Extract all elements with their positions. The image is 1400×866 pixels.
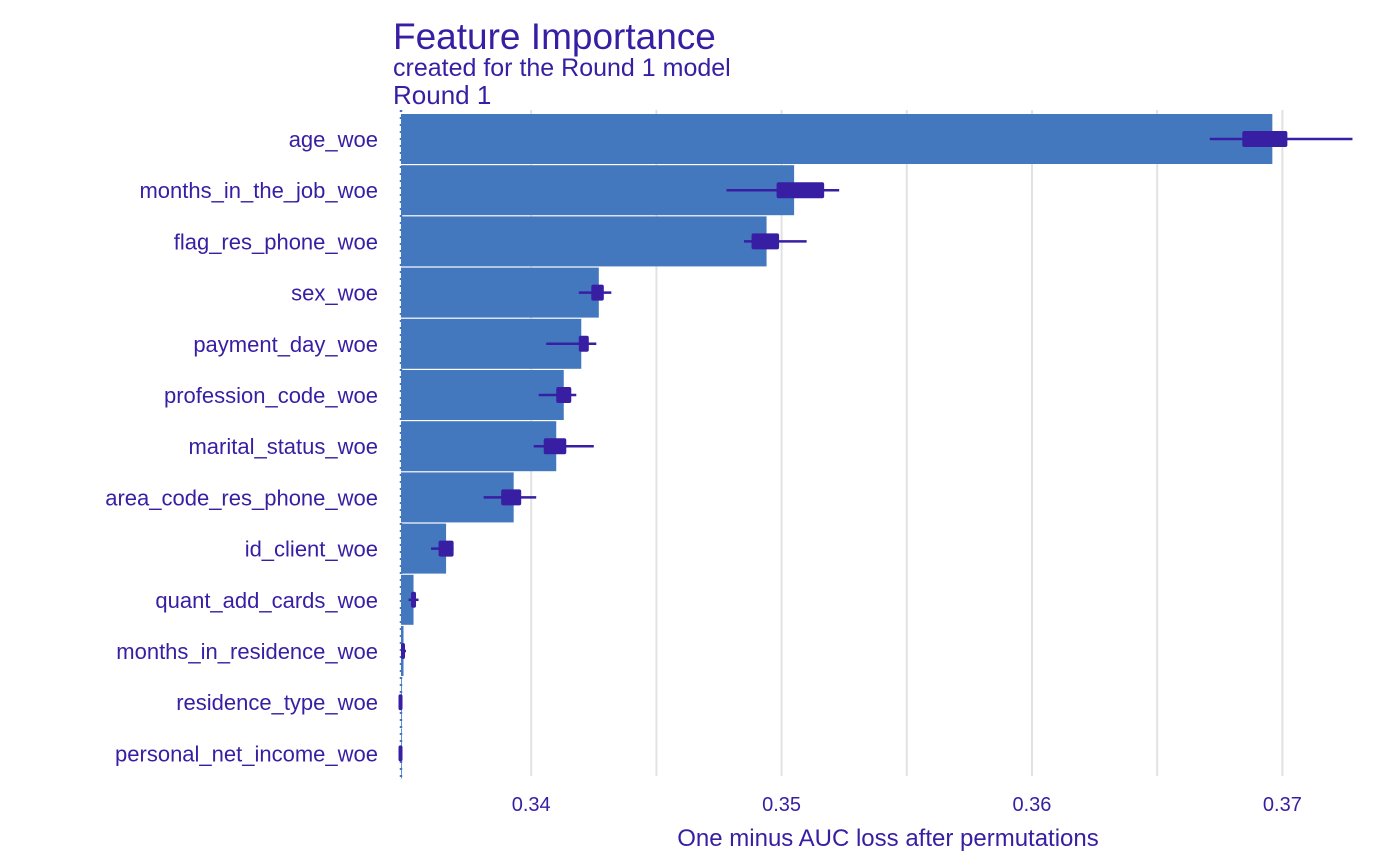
x-axis-title: One minus AUC loss after permutations xyxy=(677,825,1099,852)
y-label-residence_type_woe: residence_type_woe xyxy=(176,690,378,715)
y-label-flag_res_phone_woe: flag_res_phone_woe xyxy=(174,229,378,254)
box-months_in_residence_woe xyxy=(401,643,406,659)
box-profession_code_woe xyxy=(556,387,572,403)
bar-sex_woe xyxy=(401,267,599,318)
boxplots xyxy=(398,131,1353,762)
box-personal_net_income_woe xyxy=(398,745,403,762)
y-label-personal_net_income_woe: personal_net_income_woe xyxy=(115,741,378,766)
panel-label: Round 1 xyxy=(393,80,491,110)
chart-title: Feature Importance xyxy=(393,16,716,57)
bar-flag_res_phone_woe xyxy=(401,216,767,267)
box-quant_add_cards_woe xyxy=(411,591,417,608)
y-label-area_code_res_phone_woe: area_code_res_phone_woe xyxy=(105,485,378,510)
y-label-payment_day_woe: payment_day_woe xyxy=(193,332,378,357)
box-area_code_res_phone_woe xyxy=(501,489,522,506)
x-tick-label: 0.34 xyxy=(512,794,551,816)
box-age_woe xyxy=(1242,131,1288,147)
box-months_in_the_job_woe xyxy=(776,182,825,199)
y-label-marital_status_woe: marital_status_woe xyxy=(188,434,378,459)
bar-quant_add_cards_woe xyxy=(401,574,414,625)
chart-subtitle: created for the Round 1 model xyxy=(393,54,731,82)
y-label-id_client_woe: id_client_woe xyxy=(245,537,378,562)
y-label-months_in_residence_woe: months_in_residence_woe xyxy=(116,639,378,664)
x-tick-label: 0.35 xyxy=(762,794,801,816)
box-payment_day_woe xyxy=(578,335,589,352)
x-axis-tick-labels: 0.34 0.35 0.36 0.37 xyxy=(512,794,1302,816)
y-axis-labels: age_woe months_in_the_job_woe flag_res_pho… xyxy=(105,127,378,766)
bar-age_woe xyxy=(401,114,1273,164)
bar-profession_code_woe xyxy=(401,370,564,420)
bar-marital_status_woe xyxy=(401,421,557,472)
box-id_client_woe xyxy=(438,540,454,557)
box-marital_status_woe xyxy=(543,438,567,455)
box-sex_woe xyxy=(591,284,604,301)
x-tick-label: 0.36 xyxy=(1013,794,1052,816)
y-label-months_in_the_job_woe: months_in_the_job_woe xyxy=(139,178,378,203)
y-label-quant_add_cards_woe: quant_add_cards_woe xyxy=(155,588,378,613)
y-label-age_woe: age_woe xyxy=(289,127,378,152)
y-label-profession_code_woe: profession_code_woe xyxy=(164,383,378,408)
x-tick-label: 0.37 xyxy=(1263,794,1302,816)
box-residence_type_woe xyxy=(398,694,403,711)
box-flag_res_phone_woe xyxy=(751,233,780,250)
y-label-sex_woe: sex_woe xyxy=(291,281,378,306)
